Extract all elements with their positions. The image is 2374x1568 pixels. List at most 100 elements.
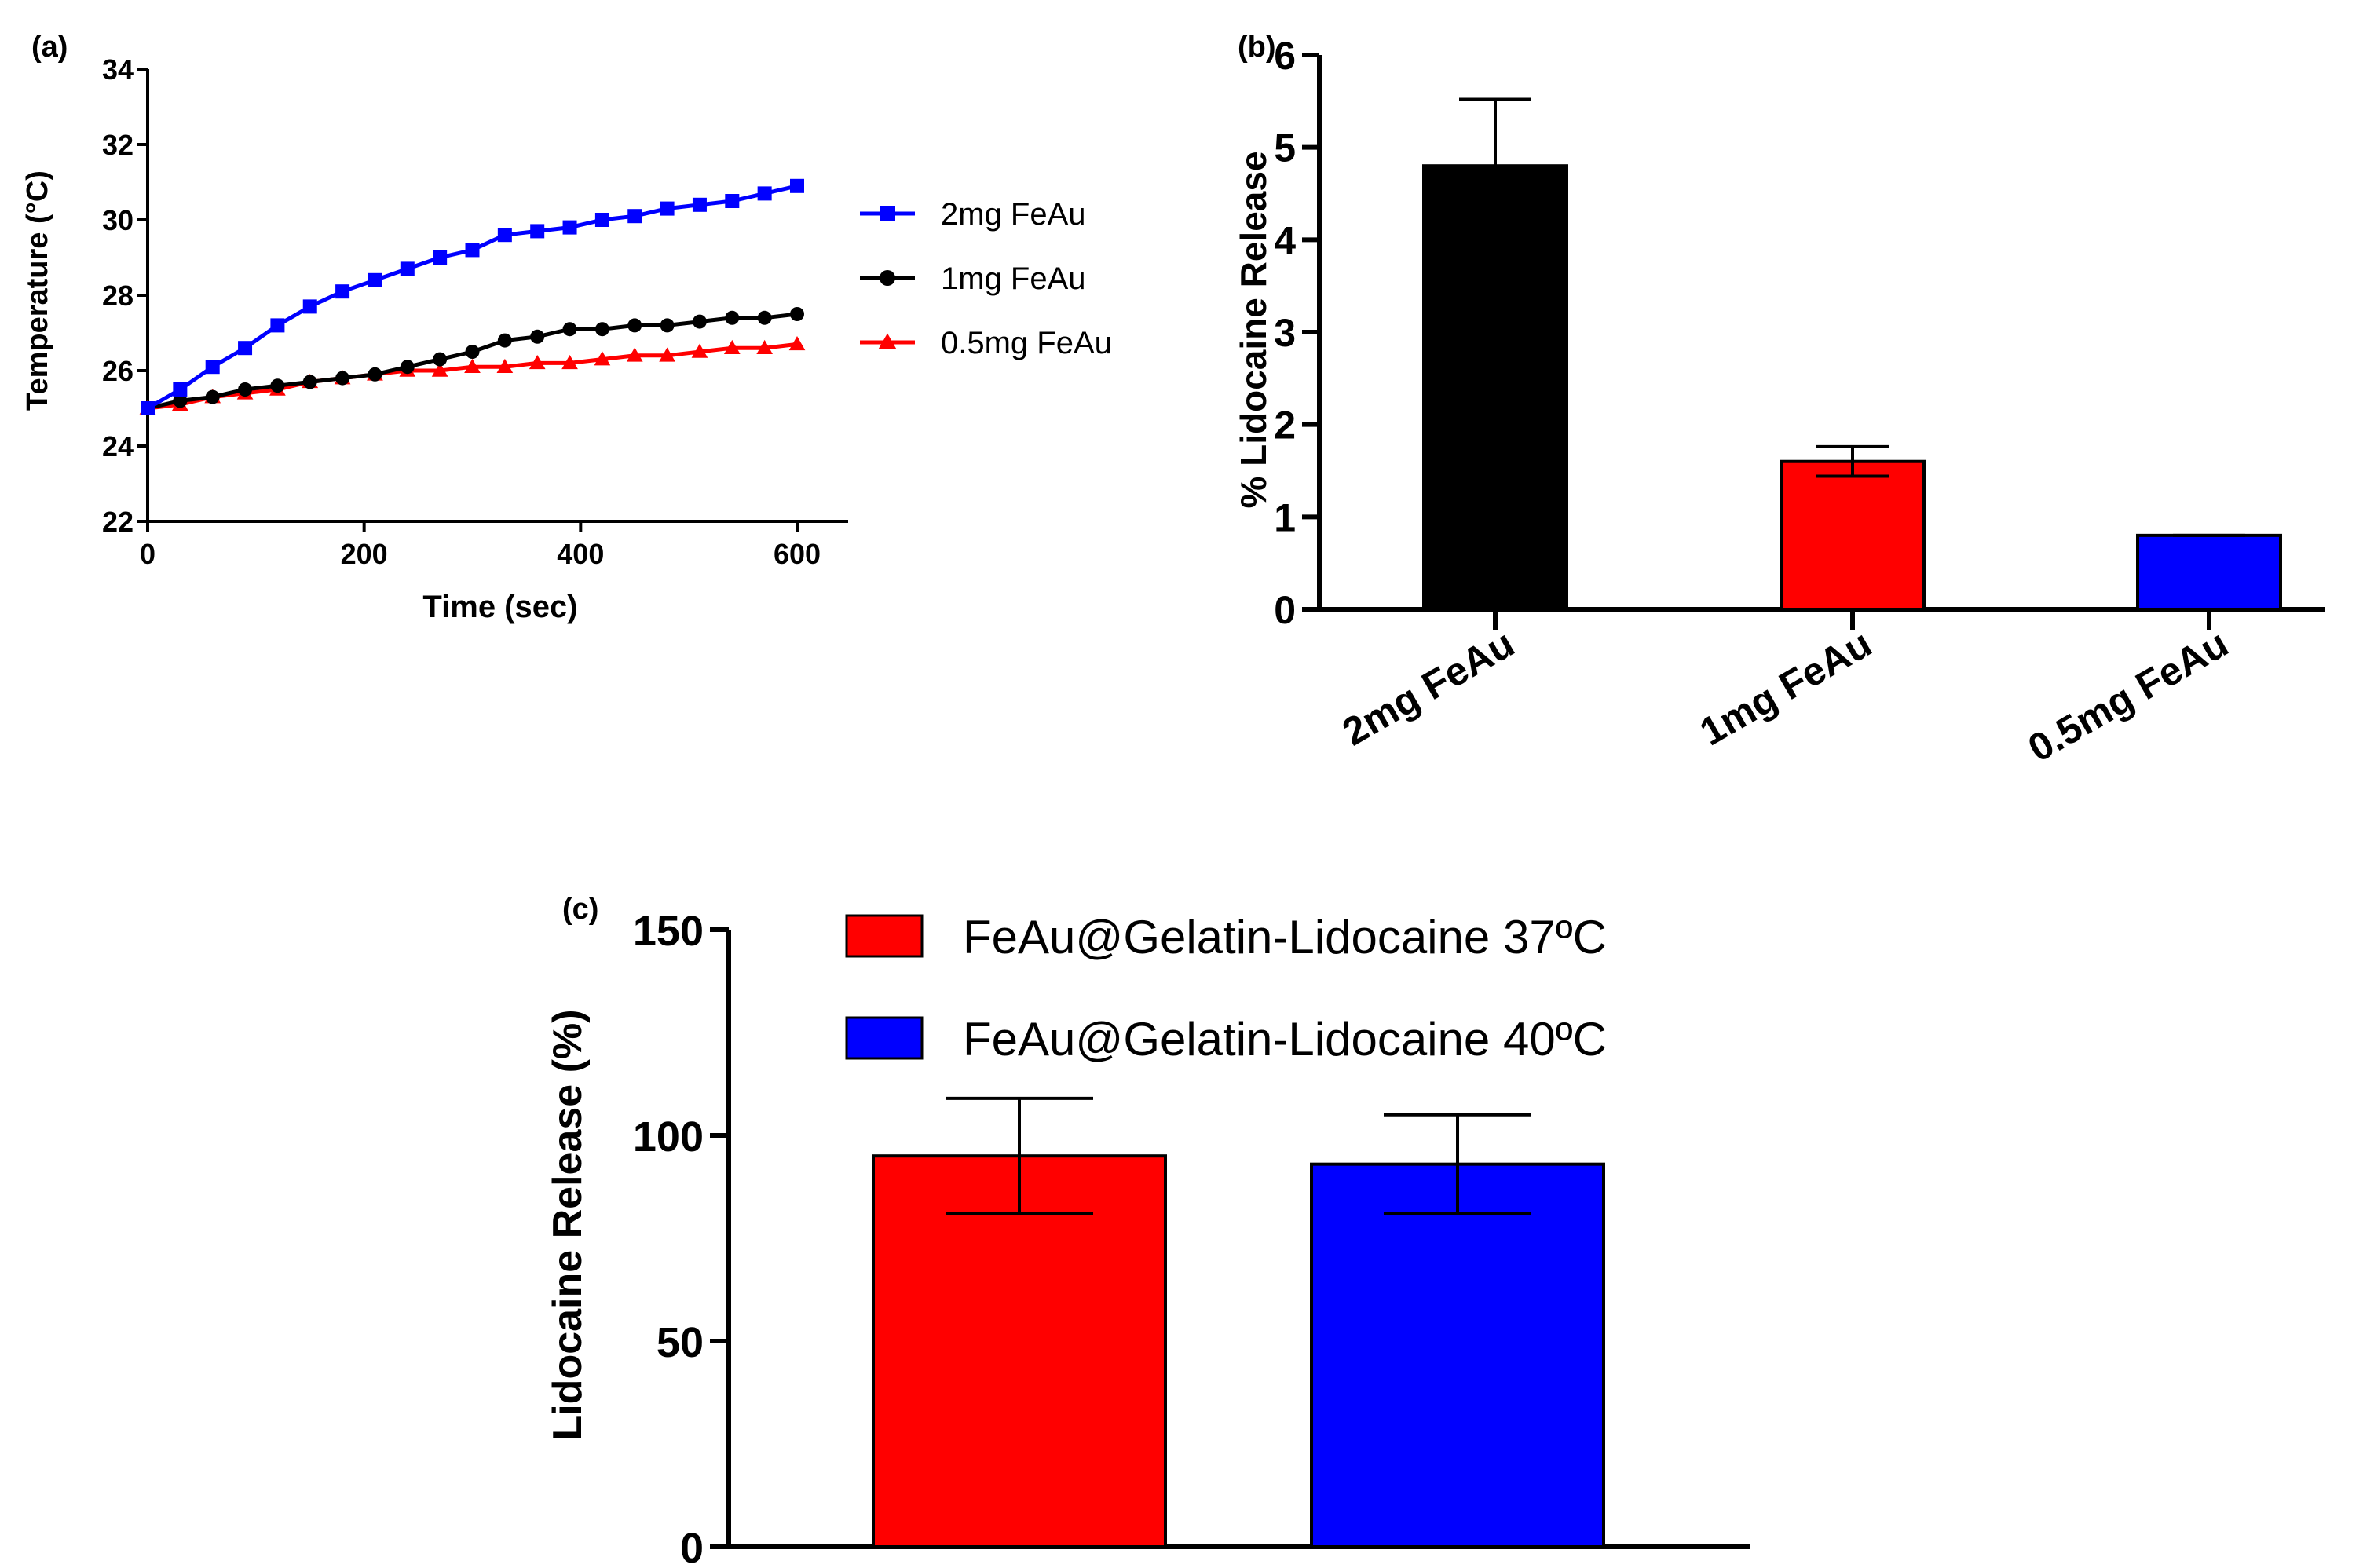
panel-b-y-tick-label: 4 (1274, 218, 1296, 262)
panel-b-bar-chart: (b) % Lidocaine Release 0 1 2 3 4 5 6 2mg FeAu 1… (1233, 31, 2325, 770)
panel-a-data-point (400, 261, 415, 276)
panel-a-data-point (238, 341, 253, 356)
panel-b-x-tick-label: 2mg FeAu (1335, 621, 1521, 754)
panel-a-data-point (692, 197, 707, 212)
panel-b-y-tick-label: 1 (1274, 495, 1296, 539)
panel-b-bar (2136, 533, 2282, 611)
panel-b-label: (b) (1238, 31, 1276, 64)
panel-a-data-point (497, 228, 512, 243)
panel-a-data-point (757, 310, 772, 325)
panel-a-series (139, 178, 806, 415)
panel-a-data-point (659, 347, 675, 362)
panel-c-bar (872, 1154, 1167, 1548)
panel-a-data-point (530, 329, 545, 344)
panel-a-data-point (790, 178, 804, 193)
panel-c-legend: FeAu@Gelatin-Lidocaine 37ºC FeAu@Gelatin-… (845, 911, 1607, 1065)
panel-a-data-point (594, 213, 609, 227)
panel-b-y-tick-label: 5 (1274, 126, 1296, 170)
panel-a-data-point (562, 322, 577, 337)
panel-a-data-point (530, 224, 545, 239)
panel-b-x-tick-label: 0.5mg FeAu (2021, 621, 2235, 770)
panel-a-y-tick-label: 32 (102, 129, 134, 161)
panel-a-legend-marker (880, 206, 895, 221)
panel-a-data-point (335, 371, 350, 386)
panel-c-bar-chart: (c) Lidocaine Release (%) 0 50 100 150 FeAu… (545, 893, 1750, 1568)
panel-a-data-point (562, 220, 577, 235)
panel-a-data-point (173, 382, 188, 397)
panel-a-data-point (465, 345, 480, 359)
panel-a-axes: 22 24 26 28 30 32 34 0 200 400 600 (102, 53, 848, 570)
panel-a-data-point (431, 362, 448, 377)
panel-a-data-point (433, 352, 448, 367)
panel-a-legend-label: 1mg FeAu (941, 261, 1086, 296)
panel-a-data-point (368, 367, 382, 382)
panel-a-y-tick-label: 22 (102, 506, 134, 538)
panel-a-data-point (464, 358, 481, 373)
panel-a-data-point (691, 343, 708, 358)
panel-a-data-point (561, 355, 578, 370)
panel-a-data-point (496, 358, 514, 373)
panel-a-data-point (433, 250, 448, 265)
panel-c-legend-label: FeAu@Gelatin-Lidocaine 40ºC (963, 1013, 1607, 1065)
panel-b-y-tick-label: 0 (1274, 588, 1296, 632)
panel-a-data-point (692, 314, 707, 329)
panel-a-data-point (529, 355, 546, 370)
panel-a-data-point (238, 382, 253, 397)
panel-a-y-tick-label: 28 (102, 280, 134, 312)
panel-a-data-point (465, 243, 480, 258)
panel-a-legend-label: 2mg FeAu (941, 197, 1086, 232)
panel-a-data-point (205, 389, 220, 404)
panel-c-y-axis-label: Lidocaine Release (%) (545, 1009, 591, 1440)
panel-a-data-point (400, 360, 415, 375)
panel-c-bar (1310, 1162, 1605, 1549)
panel-c-y-tick-label: 100 (633, 1113, 704, 1160)
panel-c-legend-label: FeAu@Gelatin-Lidocaine 37ºC (963, 911, 1607, 963)
panel-a-series-line (146, 184, 798, 411)
panel-b-y-axis-label: % Lidocaine Release (1233, 151, 1274, 508)
panel-a-data-point (788, 336, 806, 351)
panel-a-data-point (270, 378, 285, 393)
panel-a-legend-label: 0.5mg FeAu (941, 326, 1112, 360)
panel-c-y-tick-label: 50 (657, 1319, 704, 1366)
panel-a-data-point (723, 339, 741, 354)
panel-a-data-point (626, 347, 643, 362)
panel-a-y-tick-label: 30 (102, 204, 134, 236)
panel-a-data-point (627, 209, 642, 224)
panel-a-data-point (270, 318, 285, 333)
panel-b-y-tick-label: 6 (1274, 34, 1296, 78)
panel-b-bars (1422, 97, 2282, 611)
panel-c-legend-swatch (845, 1016, 924, 1060)
panel-b-y-tick-label: 2 (1274, 404, 1296, 448)
panel-c-legend-swatch (845, 914, 924, 958)
panel-a-data-point (302, 375, 317, 389)
panel-a-data-point (627, 318, 642, 333)
panel-b-bar (1780, 459, 1926, 611)
panel-a-data-point (205, 360, 220, 375)
panel-b-y-tick-label: 3 (1274, 311, 1296, 355)
panel-a-y-tick-label: 24 (102, 430, 134, 462)
panel-a-data-point (141, 401, 155, 415)
panel-a-x-tick-label: 400 (557, 538, 604, 570)
panel-a-x-tick-label: 0 (140, 538, 155, 570)
panel-a-legend-marker (880, 270, 895, 286)
panel-a-y-tick-label: 34 (102, 53, 134, 86)
panel-a-data-point (660, 318, 675, 333)
panel-a-data-point (173, 393, 188, 408)
panel-a-data-point (302, 299, 317, 314)
panel-a-data-point (368, 272, 382, 287)
panel-a-data-point (790, 307, 804, 321)
panel-a-data-point (335, 284, 350, 299)
panel-a-data-point (497, 333, 512, 348)
panel-a-legend-marker (878, 333, 897, 349)
panel-a-data-point (594, 351, 611, 366)
panel-c-y-tick-label: 0 (680, 1525, 704, 1568)
panel-a-label: (a) (31, 31, 68, 64)
panel-a-line-chart: (a) Temperature (°C) Time (sec) 22 24 26 28… (21, 31, 1112, 624)
panel-c-y-tick-label: 150 (633, 908, 704, 955)
panel-c-label: (c) (562, 893, 598, 926)
panel-a-legend: 2mg FeAu 1mg FeAu 0.5mg FeAu (860, 197, 1112, 360)
panel-b-x-tick-label: 1mg FeAu (1692, 621, 1878, 754)
panel-a-y-tick-label: 26 (102, 355, 134, 387)
panel-a-data-point (757, 186, 772, 201)
